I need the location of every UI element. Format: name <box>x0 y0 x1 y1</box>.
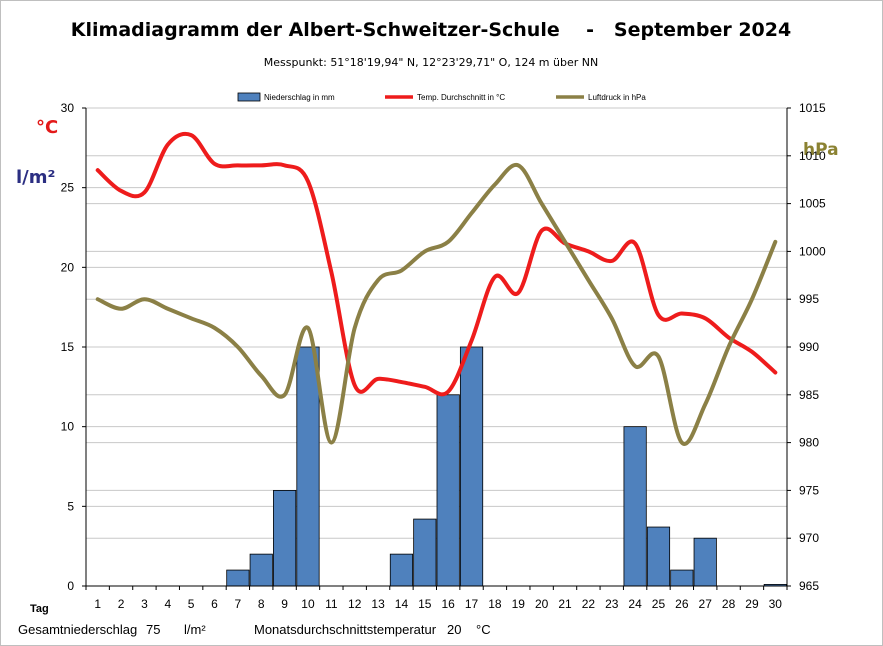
legend: Niederschlag in mm Temp. Durchschnitt in … <box>237 92 646 102</box>
x-tick-label: 23 <box>605 597 619 611</box>
temperature-line <box>95 131 778 397</box>
x-tick-label: 20 <box>535 597 549 611</box>
legend-label: Niederschlag in mm <box>264 93 335 102</box>
avg-temp-value: 20 <box>447 622 461 637</box>
x-tick-label: 9 <box>281 597 288 611</box>
precip-bar <box>693 537 717 587</box>
chart-subtitle: Messpunkt: 51°18'19,94" N, 12°23'29,71" … <box>264 56 598 69</box>
x-tick-label: 24 <box>628 597 642 611</box>
precip-bar <box>249 553 273 587</box>
x-tick-label: 25 <box>652 597 666 611</box>
x-tick-label: 11 <box>325 597 338 611</box>
x-axis-label: Tag <box>30 603 49 615</box>
right-tick-label: 975 <box>799 483 819 497</box>
left-tick-label: 15 <box>61 340 75 354</box>
x-tick-label: 19 <box>512 597 526 611</box>
total-rain-label: Gesamtniederschlag <box>18 622 137 637</box>
legend-swatch-precip <box>237 92 261 102</box>
pressure-line <box>95 162 778 446</box>
left-tick-label: 30 <box>61 101 75 115</box>
axes: 0510152025309659709759809859909951000100… <box>61 101 826 611</box>
x-tick-label: 15 <box>418 597 432 611</box>
right-axis-unit: hPa <box>803 140 839 160</box>
right-tick-label: 995 <box>799 292 819 306</box>
x-tick-label: 22 <box>582 597 596 611</box>
x-tick-label: 2 <box>118 597 125 611</box>
right-tick-label: 970 <box>799 531 819 545</box>
legend-label: Luftdruck in hPa <box>588 93 646 102</box>
x-tick-label: 29 <box>745 597 759 611</box>
x-tick-label: 16 <box>442 597 456 611</box>
chart-title: Klimadiagramm der Albert-Schweitzer-Schu… <box>71 19 791 41</box>
x-tick-label: 27 <box>699 597 713 611</box>
x-tick-label: 13 <box>371 597 385 611</box>
precip-bar <box>436 394 460 587</box>
left-tick-label: 10 <box>61 420 75 434</box>
right-tick-label: 1000 <box>799 244 826 258</box>
precip-bar <box>226 569 250 587</box>
precip-bar <box>623 426 647 587</box>
x-tick-label: 17 <box>465 597 479 611</box>
right-tick-label: 1010 <box>799 149 826 163</box>
left-tick-label: 0 <box>67 579 74 593</box>
precip-bar <box>296 346 320 587</box>
x-tick-label: 3 <box>141 597 148 611</box>
precip-bar <box>413 518 437 587</box>
x-tick-label: 7 <box>235 597 242 611</box>
precip-bar <box>670 569 694 587</box>
x-tick-label: 21 <box>558 597 572 611</box>
left-tick-label: 20 <box>61 260 75 274</box>
x-tick-label: 1 <box>94 597 101 611</box>
left-tick-label: 5 <box>67 499 74 513</box>
precip-bar <box>459 346 484 587</box>
gridlines <box>86 107 787 587</box>
x-tick-label: 6 <box>211 597 218 611</box>
right-tick-label: 990 <box>799 340 819 354</box>
x-tick-label: 12 <box>348 597 362 611</box>
precipitation-bars <box>226 346 787 587</box>
precip-bar <box>273 489 297 587</box>
right-tick-label: 1005 <box>799 197 826 211</box>
series-lines <box>95 131 778 446</box>
left-tick-label: 25 <box>61 181 75 195</box>
x-tick-label: 4 <box>164 597 171 611</box>
x-tick-label: 8 <box>258 597 265 611</box>
avg-temp-label: Monatsdurchschnittstemperatur <box>254 622 437 637</box>
right-tick-label: 985 <box>799 388 819 402</box>
right-tick-label: 980 <box>799 436 819 450</box>
x-tick-label: 5 <box>188 597 195 611</box>
legend-label: Temp. Durchschnitt in °C <box>417 93 505 102</box>
left-axis-unit-rain: l/m² <box>16 167 55 188</box>
precip-bar <box>646 526 671 587</box>
total-rain-unit: l/m² <box>184 622 206 637</box>
x-tick-label: 28 <box>722 597 736 611</box>
avg-temp-unit: °C <box>476 622 491 637</box>
footer: Gesamtniederschlag 75 l/m² Monatsdurchsc… <box>18 622 491 637</box>
x-tick-label: 30 <box>769 597 783 611</box>
precip-bar <box>389 553 414 587</box>
right-tick-label: 965 <box>799 579 819 593</box>
x-tick-label: 26 <box>675 597 689 611</box>
total-rain-value: 75 <box>146 622 160 637</box>
x-tick-label: 14 <box>395 597 409 611</box>
x-tick-label: 18 <box>488 597 502 611</box>
x-tick-label: 10 <box>301 597 315 611</box>
right-tick-label: 1015 <box>799 101 826 115</box>
left-axis-unit-temp: °C <box>36 117 58 138</box>
